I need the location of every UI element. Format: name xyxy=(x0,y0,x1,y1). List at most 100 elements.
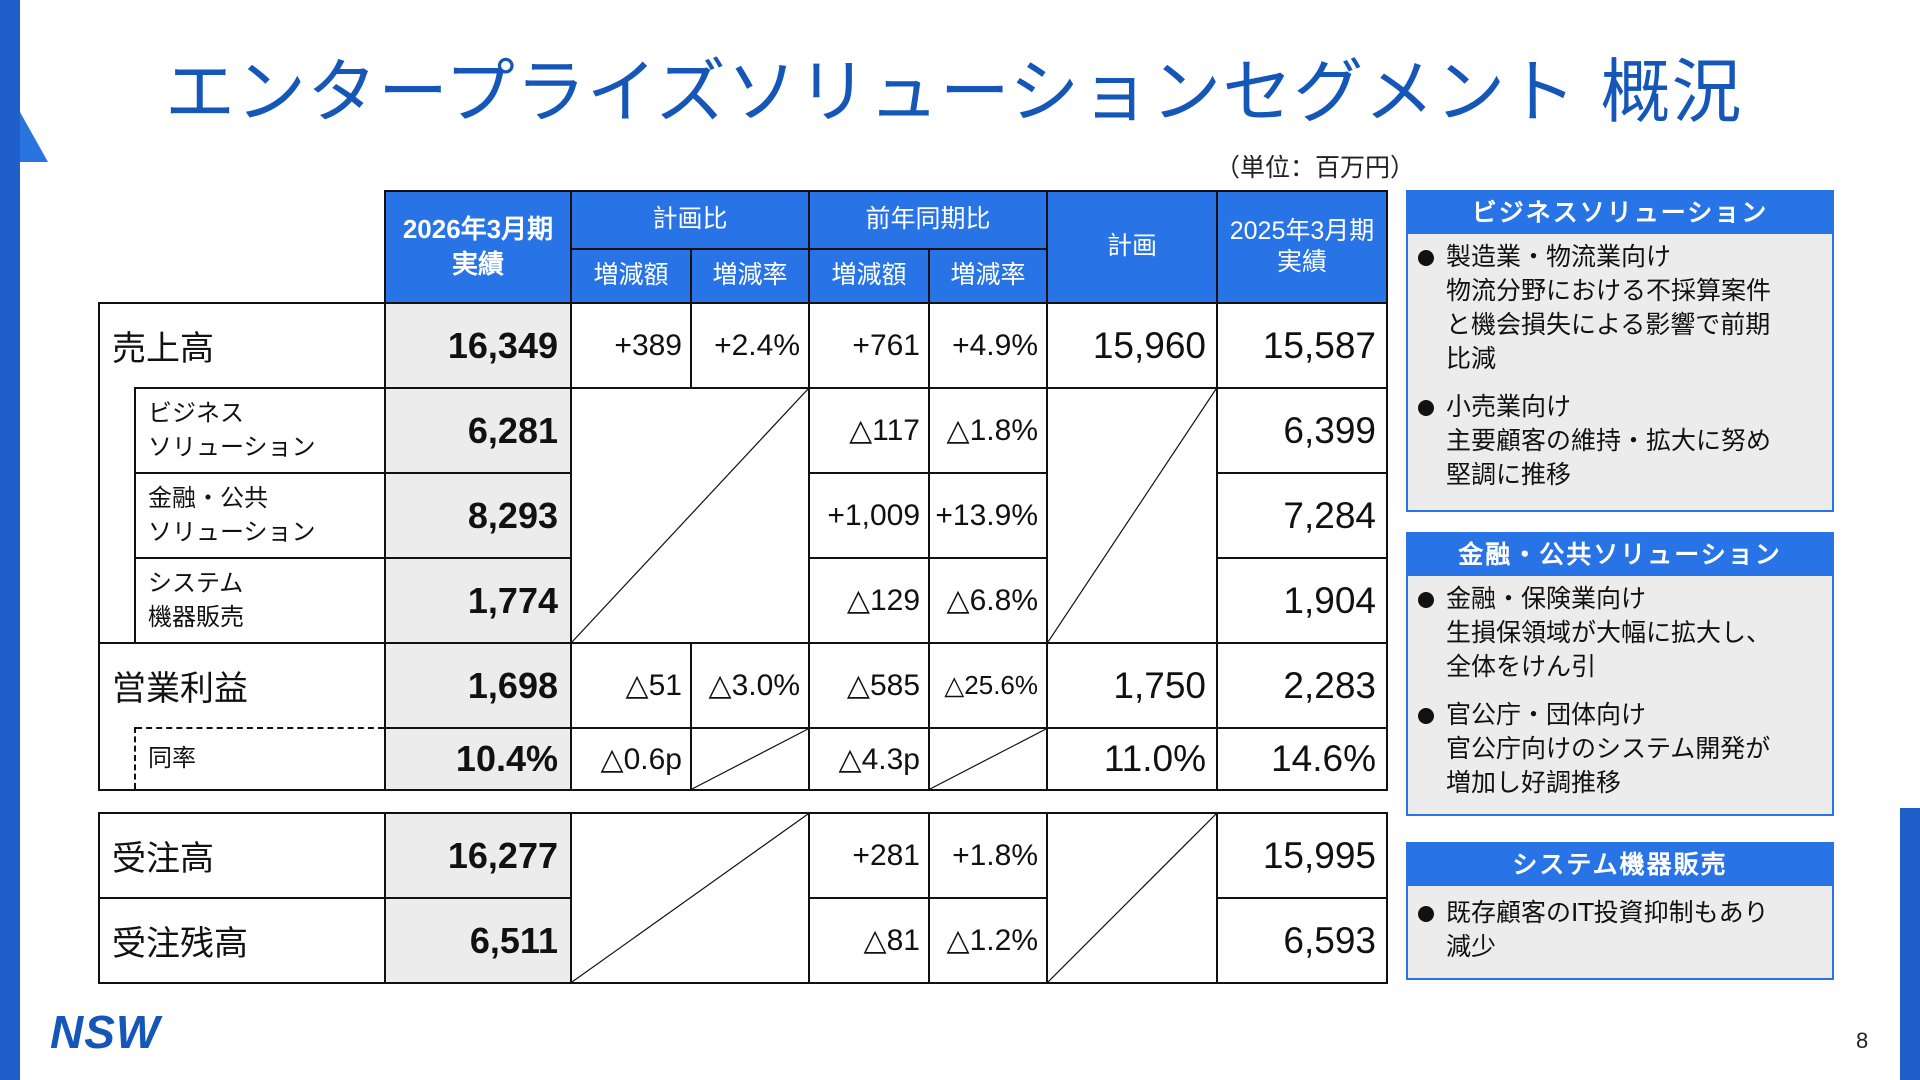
label-finance: 金融・公共 ソリューション xyxy=(134,472,386,559)
backlog-yoy-rate: △1.2% xyxy=(928,897,1048,984)
business-solution-box: ビジネスソリューション 製造業・物流業向け 物流分野における不採算案件 と機会損… xyxy=(1406,190,1834,512)
diagonal-slash xyxy=(930,729,1046,789)
system-item-existing: 既存顧客のIT投資抑制もあり 減少 xyxy=(1408,896,1832,964)
finance-item-2-line2: 増加し好調推移 xyxy=(1446,768,1622,797)
row-backlog: 受注残高 6,511 △81 △1.2% 6,593 xyxy=(98,897,1388,984)
bullet-icon xyxy=(1418,708,1434,724)
finance-item-1-title: 金融・保険業向け xyxy=(1446,584,1647,613)
header-prev-2025: 2025年3月期 実績 xyxy=(1216,190,1388,304)
backlog-yoy-diff: △81 xyxy=(808,897,930,984)
business-solution-heading: ビジネスソリューション xyxy=(1408,192,1832,234)
orders-plan-na xyxy=(570,812,810,984)
op-rate-plan-rate-na xyxy=(690,727,810,791)
bullet-icon xyxy=(1418,400,1434,416)
business-prev: 6,399 xyxy=(1216,387,1388,474)
system-prev: 1,904 xyxy=(1216,557,1388,644)
label-system-line2: 機器販売 xyxy=(148,602,244,631)
system-item-1-title: 既存顧客のIT投資抑制もあり xyxy=(1446,898,1769,927)
finance-item-1-line1: 生損保領域が大幅に拡大し、 xyxy=(1446,618,1772,647)
orders-table: 受注高 16,277 +281 +1.8% 15,995 受注残高 6,511 … xyxy=(98,812,1388,984)
row-op-rate: 同率 10.4% △0.6p △4.3p 11.0% 14.6% xyxy=(98,727,1388,791)
left-accent-bar xyxy=(0,0,20,1080)
op-rate-yoy-rate-na xyxy=(928,727,1048,791)
header-actual-line2: 実績 xyxy=(451,249,504,279)
orders-prev: 15,995 xyxy=(1216,812,1388,899)
op-profit-actual: 1,698 xyxy=(384,642,572,729)
business-item-2-line1: 主要顧客の維持・拡大に努め xyxy=(1446,426,1772,455)
header-yoy-compare: 前年同期比 xyxy=(808,190,1048,250)
sales-prev: 15,587 xyxy=(1216,302,1388,389)
orders-actual: 16,277 xyxy=(384,812,572,899)
backlog-actual: 6,511 xyxy=(384,897,572,984)
business-item-1-line2: と機会損失による影響で前期 xyxy=(1446,310,1771,339)
page-title: エンタープライズソリューションセグメント 概況 xyxy=(165,51,1743,133)
business-item-1-line1: 物流分野における不採算案件 xyxy=(1446,276,1772,305)
header-plan-diff-rate: 増減率 xyxy=(690,248,810,304)
label-op-profit: 営業利益 xyxy=(98,642,386,728)
sales-yoy-rate: +4.9% xyxy=(928,302,1048,389)
op-rate-actual: 10.4% xyxy=(384,727,572,791)
op-profit-yoy-diff: △585 xyxy=(808,642,930,729)
header-blank-cell xyxy=(99,191,386,304)
bullet-icon xyxy=(1418,250,1434,266)
system-equipment-heading: システム機器販売 xyxy=(1408,844,1832,886)
label-orders: 受注高 xyxy=(98,812,386,899)
finance-item-2-line1: 官公庁向けのシステム開発が xyxy=(1446,734,1771,763)
sales-yoy-diff: +761 xyxy=(808,302,930,389)
row-sales: 売上高 16,349 +389 +2.4% +761 +4.9% 15,960 … xyxy=(98,302,1388,389)
op-profit-plan: 1,750 xyxy=(1046,642,1218,729)
header-plan-diff-amount: 増減額 xyxy=(570,248,692,304)
indent-spacer-rate xyxy=(98,728,136,791)
business-actual: 6,281 xyxy=(384,387,572,474)
bullet-icon xyxy=(1418,592,1434,608)
finance-item-insurance: 金融・保険業向け 生損保領域が大幅に拡大し、 全体をけん引 xyxy=(1408,582,1832,684)
diagonal-slash xyxy=(572,389,808,642)
op-profit-plan-diff: △51 xyxy=(570,642,692,729)
diagonal-slash xyxy=(692,729,808,789)
orders-plan-value-na xyxy=(1046,812,1218,984)
sales-plan-diff: +389 xyxy=(570,302,692,389)
finance-yoy-diff: +1,009 xyxy=(808,472,930,559)
header-row-1: 2026年3月期 実績 計画比 前年同期比 計画 2025年3月期 実績 xyxy=(99,190,1388,304)
business-item-retail: 小売業向け 主要顧客の維持・拡大に努め 堅調に推移 xyxy=(1408,390,1832,492)
header-yoy-diff-amount: 増減額 xyxy=(808,248,930,304)
header-row-2: 増減額 増減率 増減額 増減率 xyxy=(99,248,1387,304)
header-plan-compare: 計画比 xyxy=(570,190,810,250)
finance-item-2-title: 官公庁・団体向け xyxy=(1446,700,1647,729)
header-prev-line2: 実績 xyxy=(1276,248,1327,276)
label-business-line2: ソリューション xyxy=(148,432,316,461)
label-backlog: 受注残高 xyxy=(98,897,386,984)
header-actual-line1: 2026年3月期 xyxy=(402,213,554,244)
header-yoy-diff-rate: 増減率 xyxy=(928,248,1048,304)
diagonal-slash xyxy=(572,814,808,982)
row-system: システム 機器販売 1,774 △129 △6.8% 1,904 xyxy=(99,557,1388,644)
results-table: 2026年3月期 実績 計画比 前年同期比 計画 2025年3月期 実績 増減額… xyxy=(98,190,1388,791)
label-finance-line1: 金融・公共 xyxy=(148,483,268,512)
orders-yoy-rate: +1.8% xyxy=(928,812,1048,899)
finance-prev: 7,284 xyxy=(1216,472,1388,559)
system-yoy-rate: △6.8% xyxy=(928,557,1048,644)
label-sales: 売上高 xyxy=(98,302,386,388)
company-logo: NSW xyxy=(50,1006,161,1058)
op-rate-prev: 14.6% xyxy=(1216,727,1388,791)
business-item-1-line3: 比減 xyxy=(1446,344,1497,373)
row-orders: 受注高 16,277 +281 +1.8% 15,995 xyxy=(98,812,1388,984)
business-yoy-rate: △1.8% xyxy=(928,387,1048,474)
business-item-2-line2: 堅調に推移 xyxy=(1446,460,1572,489)
orders-yoy-diff: +281 xyxy=(808,812,930,899)
business-item-1-title: 製造業・物流業向け xyxy=(1446,242,1672,271)
op-profit-plan-rate: △3.0% xyxy=(690,642,810,729)
left-accent-notch xyxy=(20,112,48,162)
business-item-manufacturing: 製造業・物流業向け 物流分野における不採算案件 と機会損失による影響で前期 比減 xyxy=(1408,240,1832,376)
unit-label: （単位：百万円） xyxy=(1215,153,1416,182)
finance-yoy-rate: +13.9% xyxy=(928,472,1048,559)
sales-actual: 16,349 xyxy=(384,302,572,389)
sales-plan-rate: +2.4% xyxy=(690,302,810,389)
finance-item-1-line2: 全体をけん引 xyxy=(1446,652,1597,681)
op-rate-plan-diff: △0.6p xyxy=(570,727,692,791)
finance-item-government: 官公庁・団体向け 官公庁向けのシステム開発が 増加し好調推移 xyxy=(1408,698,1832,800)
op-profit-prev: 2,283 xyxy=(1216,642,1388,729)
finance-public-box: 金融・公共ソリューション 金融・保険業向け 生損保領域が大幅に拡大し、 全体をけ… xyxy=(1406,532,1834,816)
plan-na-cell-segments-2 xyxy=(1046,387,1218,644)
op-rate-yoy-diff: △4.3p xyxy=(808,727,930,791)
